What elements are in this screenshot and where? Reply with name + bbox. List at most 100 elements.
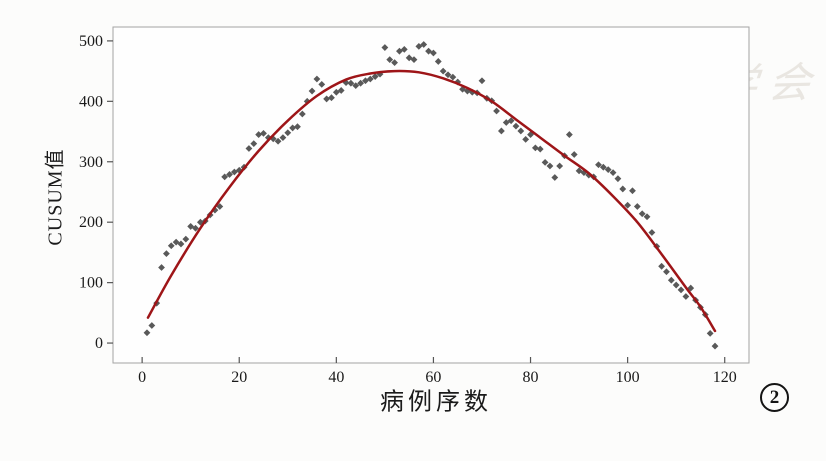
scatter-point (624, 201, 632, 209)
scatter-point (658, 262, 666, 270)
scatter-point (391, 59, 398, 67)
fitted-curve (146, 69, 717, 333)
x-tick-label: 120 (713, 369, 737, 386)
scatter-point (371, 73, 379, 80)
scatter-point (289, 124, 297, 132)
scatter-point (604, 166, 612, 174)
y-tick-label: 200 (79, 214, 103, 231)
scatter-point (313, 75, 321, 83)
scatter-point (497, 127, 505, 135)
x-tick-label: 80 (523, 369, 539, 386)
scatter-point (546, 162, 554, 170)
scatter-point (182, 235, 190, 243)
scatter-point (255, 131, 263, 138)
scatter-point (551, 174, 559, 181)
scatter-point (274, 137, 282, 145)
scatter-point (493, 107, 500, 115)
y-tick-label: 400 (79, 93, 103, 110)
scatter-point (648, 229, 656, 236)
scatter-point (167, 242, 175, 250)
scatter-point (459, 85, 466, 93)
x-tick-label: 0 (138, 369, 146, 386)
x-tick-label: 60 (425, 369, 441, 386)
scatter-point (536, 145, 544, 153)
scatter-point (260, 129, 267, 137)
y-tick-label: 100 (79, 275, 103, 292)
scatter-point (148, 322, 156, 329)
scatter-point (663, 268, 670, 276)
scatter-point (221, 173, 229, 181)
scatter-point (396, 47, 403, 55)
scatter-point (531, 144, 539, 152)
figure-number: 2 (769, 386, 780, 408)
scatter-point (318, 81, 326, 88)
scatter-point (517, 127, 525, 135)
scatter-point (599, 163, 607, 171)
scatter-point (570, 151, 578, 158)
scatter-point (522, 136, 530, 143)
scatter-point (449, 73, 457, 81)
scatter-point (381, 44, 389, 51)
scatter-point (308, 87, 316, 95)
scatter-point (250, 140, 258, 148)
scatter-point (706, 329, 714, 337)
scatter-point (667, 276, 675, 284)
scatter-point (216, 203, 224, 210)
scatter-point (284, 129, 292, 137)
scatter-point (328, 94, 335, 102)
scatter-point (672, 281, 680, 289)
scatter-point (512, 122, 520, 130)
scatter-point (677, 286, 685, 294)
scatter-point (158, 264, 165, 271)
scatter-point (177, 240, 185, 248)
scatter-point (362, 77, 369, 85)
scatter-point (565, 131, 573, 138)
scatter-point (294, 123, 301, 131)
scatter-point (279, 134, 287, 141)
scatter-point (337, 87, 345, 94)
scatter-point (143, 329, 151, 337)
scatter-point (226, 171, 233, 178)
scatter-point (366, 75, 374, 83)
scatter-point (629, 187, 636, 195)
scatter-point (298, 110, 306, 118)
y-tick-label: 500 (79, 33, 103, 50)
scatter-point (444, 71, 452, 79)
scatter-point (347, 79, 355, 87)
scatter-point (507, 117, 515, 125)
y-axis-ticks: 0 100 200 300 400 500 (79, 33, 113, 352)
scatter-point (386, 56, 394, 64)
scatter-point (400, 45, 408, 53)
scatter-point (410, 56, 418, 64)
y-tick-label: 300 (79, 154, 103, 171)
x-axis-ticks: 0 20 40 60 80 100 120 (138, 357, 737, 386)
x-tick-label: 40 (328, 369, 344, 386)
scatter-point (187, 223, 195, 230)
scatter-point (595, 161, 602, 169)
scatter-point (711, 342, 719, 350)
plot-frame (112, 26, 750, 364)
scatter-point (172, 238, 180, 246)
scatter-point (619, 185, 627, 193)
scatter-point (556, 162, 564, 170)
scatter-point (434, 58, 442, 65)
scatter-point (357, 79, 365, 87)
scatter-point (638, 210, 646, 218)
y-axis-label: CUSUM值 (44, 148, 67, 246)
x-axis-label: 病例序数 (380, 389, 492, 416)
x-tick-label: 20 (231, 369, 247, 386)
scatter-point (269, 135, 277, 143)
scatter-point (332, 88, 340, 96)
y-tick-label: 0 (95, 335, 103, 352)
scatter-point (541, 158, 549, 166)
scatter-point (230, 168, 238, 176)
scatter-point (478, 77, 486, 85)
scatter-point (682, 293, 690, 300)
scatter-point (352, 82, 360, 90)
scatter-point (609, 169, 617, 177)
scatter-point (235, 166, 243, 174)
scatter-point (439, 67, 447, 75)
x-tick-label: 100 (616, 369, 640, 386)
